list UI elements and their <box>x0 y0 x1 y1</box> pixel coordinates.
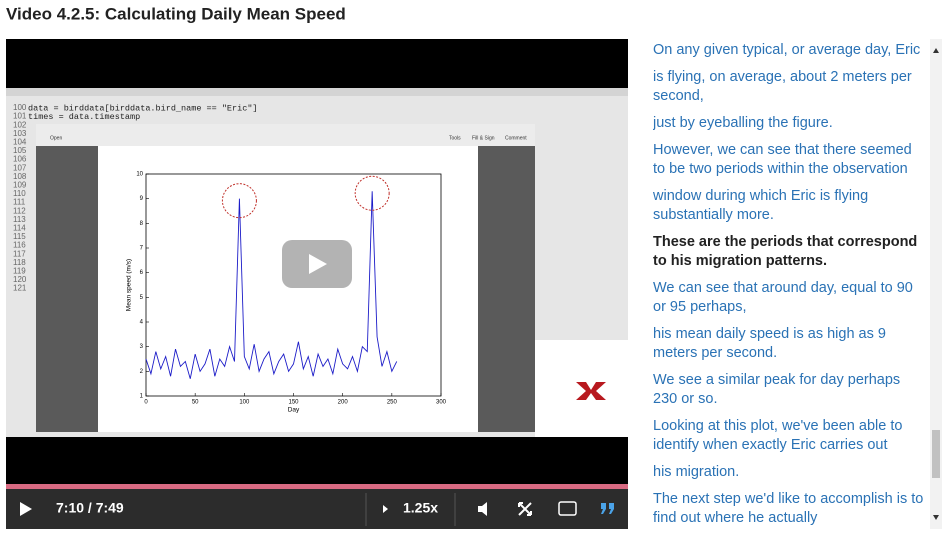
x-axis-label: Day <box>288 407 300 414</box>
line-number: 115 <box>13 232 26 241</box>
line-number: 112 <box>13 206 26 215</box>
toolbar-label: Fill & Sign <box>472 135 495 141</box>
y-tick-label: 7 <box>140 246 144 252</box>
line-number: 102 <box>13 120 27 129</box>
cc-button[interactable] <box>558 501 577 516</box>
peak-circle <box>354 175 390 211</box>
x-tick-label: 150 <box>288 400 299 406</box>
transcript-line[interactable]: his migration. <box>653 464 740 480</box>
toolbar-label: Comment <box>505 135 527 141</box>
progress-bar[interactable] <box>6 484 628 489</box>
line-number: 103 <box>13 129 27 138</box>
slide-area <box>535 340 628 437</box>
y-tick-label: 4 <box>140 320 144 326</box>
toolbar-label: Open <box>50 135 62 141</box>
line-number: 109 <box>13 181 27 190</box>
line-number: 119 <box>13 267 26 276</box>
y-tick-label: 5 <box>140 295 144 301</box>
y-tick-label: 6 <box>140 270 144 276</box>
line-number: 120 <box>13 275 27 284</box>
fullscreen-button[interactable] <box>518 502 532 516</box>
transcript: On any given typical, or average day, Er… <box>653 41 925 529</box>
transcript-line[interactable]: his mean daily speed is as high as 9 met… <box>653 326 886 361</box>
play-overlay-icon <box>309 254 327 274</box>
transcript-line[interactable]: However, we can see that there seemed to… <box>653 142 912 177</box>
toolbar-label: Tools <box>449 135 461 141</box>
menu-bar <box>6 88 628 96</box>
transcript-line[interactable]: The next step we'd like to accomplish is… <box>653 491 924 526</box>
line-number: 106 <box>13 155 27 164</box>
scrollbar[interactable] <box>930 39 942 529</box>
line-number: 110 <box>13 189 26 198</box>
x-tick-label: 300 <box>436 400 447 406</box>
plot: 0 50 100 150 200 250 300 1 2 3 4 5 6 7 8 9 10 Day Mean spe… <box>126 172 447 414</box>
y-tick-label: 3 <box>140 344 144 350</box>
edx-logo <box>576 382 606 400</box>
transcript-line[interactable]: window during which Eric is flying subst… <box>653 188 869 223</box>
speed-line <box>145 191 398 379</box>
volume-button[interactable] <box>478 502 487 516</box>
line-number: 101 <box>13 112 27 121</box>
line-number: 114 <box>13 224 26 233</box>
speed-button[interactable]: 1.25x <box>403 500 438 516</box>
line-number: 107 <box>13 163 27 172</box>
peak-circle <box>221 183 257 219</box>
y-tick-label: 2 <box>140 369 144 375</box>
time-display: 7:10 / 7:49 <box>56 500 124 516</box>
line-number: 104 <box>13 138 27 147</box>
transcript-line[interactable]: On any given typical, or average day, Er… <box>653 42 921 58</box>
transcript-line[interactable]: We see a similar peak for day perhaps 23… <box>653 372 901 407</box>
pdf-toolbar <box>36 124 535 146</box>
transcript-line[interactable]: just by eyeballing the figure. <box>653 115 833 131</box>
line-number: 118 <box>13 258 26 267</box>
y-axis-label: Mean speed (m/s) <box>126 259 133 311</box>
transcript-line[interactable]: is flying, on average, about 2 meters pe… <box>653 69 912 104</box>
x-tick-label: 200 <box>338 400 349 406</box>
line-number: 108 <box>13 172 27 181</box>
line-number: 113 <box>13 215 26 224</box>
transcript-line[interactable]: We can see that around day, equal to 90 … <box>653 280 913 315</box>
line-number: 100 <box>13 103 27 112</box>
line-number: 105 <box>13 146 27 155</box>
transcript-line[interactable]: These are the periods that correspond to… <box>653 234 918 269</box>
speed-arrow[interactable] <box>383 505 388 513</box>
x-tick-label: 0 <box>144 400 148 406</box>
pdf-page <box>98 146 478 432</box>
transcript-line[interactable]: Looking at this plot, we've been able to… <box>653 418 903 453</box>
y-tick-label: 9 <box>140 196 144 202</box>
y-tick-label: 10 <box>136 172 143 178</box>
x-tick-label: 250 <box>387 400 398 406</box>
play-button[interactable] <box>20 502 32 516</box>
scrollbar-thumb[interactable] <box>932 430 940 478</box>
x-tick-label: 100 <box>239 400 250 406</box>
y-tick-label: 8 <box>140 221 144 227</box>
page-title: Video 4.2.5: Calculating Daily Mean Spee… <box>6 4 346 23</box>
y-tick-label: 1 <box>140 394 144 400</box>
transcript-button[interactable] <box>601 503 614 514</box>
code-line: times = data.timestamp <box>28 112 140 122</box>
line-number: 117 <box>13 249 26 258</box>
x-tick-label: 50 <box>192 400 199 406</box>
line-number: 111 <box>13 198 26 207</box>
code-line: data = birddata[birddata.bird_name == "E… <box>28 103 258 113</box>
line-number: 116 <box>13 241 26 250</box>
line-number: 121 <box>13 284 27 293</box>
